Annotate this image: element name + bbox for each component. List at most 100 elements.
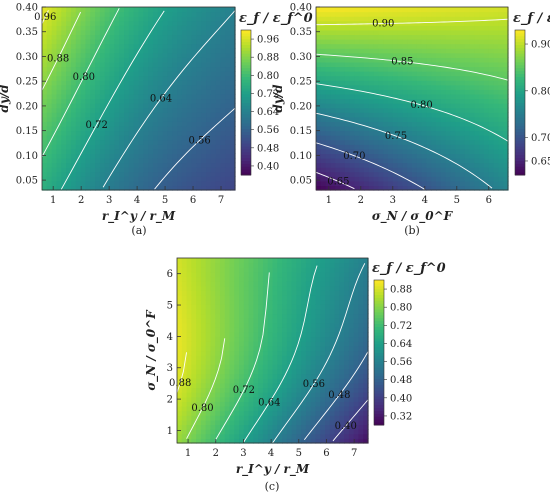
heatmap-cell [210,285,216,291]
heatmap-cell [402,185,408,191]
heatmap-cell [219,295,226,301]
heatmap-cell [191,71,197,77]
heatmap-cell [445,153,451,159]
heatmap-cell [402,48,408,54]
heatmap-cell [440,98,447,104]
heatmap-cell [172,34,178,40]
heatmap-cell [397,171,403,177]
heatmap-cell [412,20,418,26]
heatmap-cell [225,34,231,40]
heatmap-cell [85,89,91,95]
heatmap-cell [484,121,490,127]
heatmap-cell [344,345,350,352]
heatmap-cell [364,48,370,54]
heatmap-cell [109,48,115,54]
heatmap-cell [85,121,91,127]
heatmap-cell [469,157,475,164]
heatmap-cell [210,313,216,319]
heatmap-cell [368,61,375,68]
heatmap-cell [205,271,212,278]
heatmap-cell [138,162,144,168]
heatmap-cell [215,299,221,305]
heatmap-cell [186,153,193,159]
heatmap-cell [133,116,140,122]
heatmap-cell [282,415,288,421]
heatmap-cell [51,57,58,63]
heatmap-cell [258,433,264,439]
heatmap-cell [330,116,336,122]
heatmap-cell [119,116,125,122]
heatmap-cell [305,281,312,287]
heatmap-cell [368,153,375,159]
heatmap-cell [124,157,130,164]
heatmap-cell [152,144,159,150]
heatmap-cell [378,125,384,132]
heatmap-cell [143,89,149,95]
heatmap-cell [320,369,326,375]
heatmap-cell [340,80,346,86]
heatmap-cell [344,93,351,100]
heatmap-cell [210,71,217,77]
heatmap-cell [479,139,485,145]
heatmap-cell [358,299,364,305]
heatmap-cell [305,364,312,370]
y-tick-label: 0.10 [290,151,312,162]
heatmap-cell [310,318,317,324]
heatmap-cell [407,176,413,182]
heatmap-cell [104,93,111,100]
heatmap-cell [206,176,212,182]
heatmap-cell [258,285,264,291]
heatmap-cell [320,341,326,347]
heatmap-cell [80,93,87,100]
heatmap-cell [152,39,159,45]
heatmap-cell [493,130,499,136]
heatmap-cell [301,359,307,365]
heatmap-cell [503,130,509,136]
heatmap-cell [75,185,82,191]
heatmap-cell [388,61,394,68]
heatmap-cell [291,285,297,291]
heatmap-cell [325,25,331,31]
heatmap-cell [239,267,245,273]
heatmap-cell [378,180,384,187]
heatmap-cell [353,373,360,379]
heatmap-cell [488,89,495,95]
heatmap-cell [353,350,360,356]
heatmap-cell [80,43,87,49]
heatmap-cell [215,48,222,54]
heatmap-cell [450,116,456,122]
heatmap-cell [407,71,413,77]
heatmap-cell [469,171,475,177]
heatmap-cell [143,157,149,164]
heatmap-cell [95,93,101,100]
heatmap-cell [186,93,193,100]
heatmap-cell [162,29,169,36]
heatmap-cell [267,401,274,407]
heatmap-cell [206,167,212,173]
heatmap-cell [201,112,207,118]
heatmap-cell [320,285,326,291]
heatmap-cell [320,52,327,58]
heatmap-cell [334,258,340,264]
heatmap-cell [215,364,221,370]
heatmap-cell [397,148,403,154]
heatmap-cell [329,258,336,264]
heatmap-cell [181,281,188,287]
heatmap-cell [181,121,188,127]
heatmap-cell [431,135,437,141]
heatmap-cell [484,125,490,132]
heatmap-cell [95,7,101,13]
heatmap-cell [440,39,447,45]
heatmap-cell [407,80,413,86]
heatmap-cell [503,93,509,100]
heatmap-cell [230,48,236,54]
heatmap-cell [234,369,240,375]
heatmap-cell [46,20,53,26]
heatmap-cell [200,369,207,375]
heatmap-cell [325,167,331,173]
heatmap-cell [51,48,58,54]
heatmap-cell [310,387,317,393]
heatmap-cell [282,378,288,384]
heatmap-cell [474,57,480,63]
colorbar-segment [515,128,525,132]
